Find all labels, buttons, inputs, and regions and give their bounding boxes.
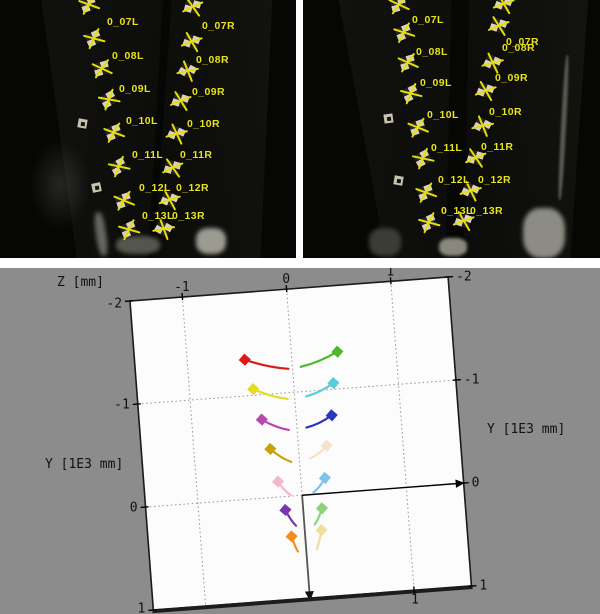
- square-target-icon: [382, 112, 394, 124]
- target-label: 0_10L: [427, 109, 459, 121]
- tick-label: 1: [411, 592, 419, 607]
- tick-label: 1: [479, 578, 487, 593]
- svg-text:-2: -2: [106, 297, 122, 312]
- marker-diamond-blue: [325, 409, 338, 422]
- target-label: 0_12L: [139, 182, 171, 194]
- tick-label: 0: [472, 475, 480, 490]
- target-label: 0_11L: [132, 149, 164, 161]
- marker-diamond-green: [331, 345, 344, 358]
- tick-label: -2: [456, 269, 472, 284]
- target-label: 0_08R: [502, 42, 535, 54]
- square-target-icon: [90, 181, 102, 193]
- marker-diamond-pale-yellow: [315, 523, 328, 537]
- svg-text:-2: -2: [456, 269, 472, 284]
- trajectory-plot: Z [mm] Y [1E3 mm] Y [1E3 mm] -1 0 1 1 -2 -1 0 1…: [45, 268, 565, 614]
- svg-text:1: 1: [138, 602, 146, 614]
- svg-text:0: 0: [472, 475, 480, 490]
- target-label: 0_12L: [438, 174, 470, 186]
- target-label: 0_07L: [107, 16, 139, 28]
- target-label: 0_13R: [172, 210, 205, 222]
- tick-label: -1: [174, 280, 190, 295]
- marker-diamond-pink: [271, 475, 285, 488]
- target-label: 0_07R: [202, 20, 235, 32]
- marker-diamond-sky-blue: [318, 471, 331, 485]
- marker-diamond-cyan: [327, 376, 340, 390]
- svg-text:-1: -1: [174, 280, 190, 295]
- target-label: 0_10L: [126, 115, 158, 127]
- tick-label: 0: [282, 272, 290, 287]
- svg-text:1: 1: [411, 592, 419, 607]
- svg-text:-1: -1: [464, 372, 480, 387]
- svg-text:1: 1: [386, 268, 394, 279]
- tick-label: -1: [114, 398, 130, 413]
- target-label: 0_12R: [478, 174, 511, 186]
- square-target-icon: [76, 117, 88, 129]
- target-label: 0_11L: [431, 142, 463, 154]
- tick-label: -2: [106, 297, 122, 312]
- z-axis-title: Z [mm]: [57, 275, 104, 290]
- marker-diamond-orange: [285, 530, 298, 543]
- marker-diamond-cream: [320, 439, 333, 452]
- marker-diamond-purple: [279, 503, 292, 517]
- target-label: 0_08L: [416, 46, 448, 58]
- target-label: 0_10R: [187, 118, 220, 130]
- target-label: 0_07L: [412, 14, 444, 26]
- camera-view-right[interactable]: 0_07L 0_08L 0_09L 0_10L 0_11L 0_12L 0_13L 0_07R…: [303, 0, 600, 258]
- y-axis-title-left: Y [1E3 mm]: [45, 457, 123, 472]
- target-label: 0_08R: [196, 54, 229, 66]
- marker-diamond-dark-gold: [264, 442, 277, 456]
- target-label: 0_12R: [176, 182, 209, 194]
- marker-diamond-red: [238, 353, 251, 366]
- target-label: 0_13R: [470, 205, 503, 217]
- marker-diamond-orchid: [255, 413, 268, 426]
- tick-label: 0: [130, 501, 138, 516]
- target-label: 0_10R: [489, 106, 522, 118]
- camera-view-left[interactable]: 0_07L 0_07R 0_08L 0_08R 0_09L 0_09R 0_10L 0_10R…: [0, 0, 296, 258]
- target-label: 0_11R: [481, 141, 514, 153]
- target-label: 0_11R: [180, 149, 213, 161]
- target-label: 0_09R: [495, 72, 528, 84]
- target-label: 0_13L: [142, 210, 174, 222]
- y-axis-title-right: Y [1E3 mm]: [487, 422, 565, 437]
- svg-text:1: 1: [479, 578, 487, 593]
- svg-text:0: 0: [282, 272, 290, 287]
- target-label: 0_07R: [506, 36, 539, 48]
- target-label: 0_09L: [420, 77, 452, 89]
- tick-label: -1: [464, 372, 480, 387]
- trajectory-plot-panel[interactable]: Z [mm] Y [1E3 mm] Y [1E3 mm] -1 0 1 1 -2 -1 0 1…: [0, 268, 600, 614]
- marker-diamond-yellow: [247, 383, 260, 396]
- target-label: 0_13L: [441, 205, 473, 217]
- tick-label: 1: [386, 268, 394, 279]
- target-label: 0_09R: [192, 86, 225, 98]
- marker-diamond-light-green: [315, 502, 329, 515]
- svg-text:-1: -1: [114, 398, 130, 413]
- target-label: 0_09L: [119, 83, 151, 95]
- target-label: 0_08L: [112, 50, 144, 62]
- square-target-icon: [392, 174, 404, 186]
- svg-text:0: 0: [130, 501, 138, 516]
- plot-area: -1 0 1 1 -2 -1 0 1 -2 -1 0 1: [106, 268, 487, 614]
- tick-label: 1: [138, 602, 146, 614]
